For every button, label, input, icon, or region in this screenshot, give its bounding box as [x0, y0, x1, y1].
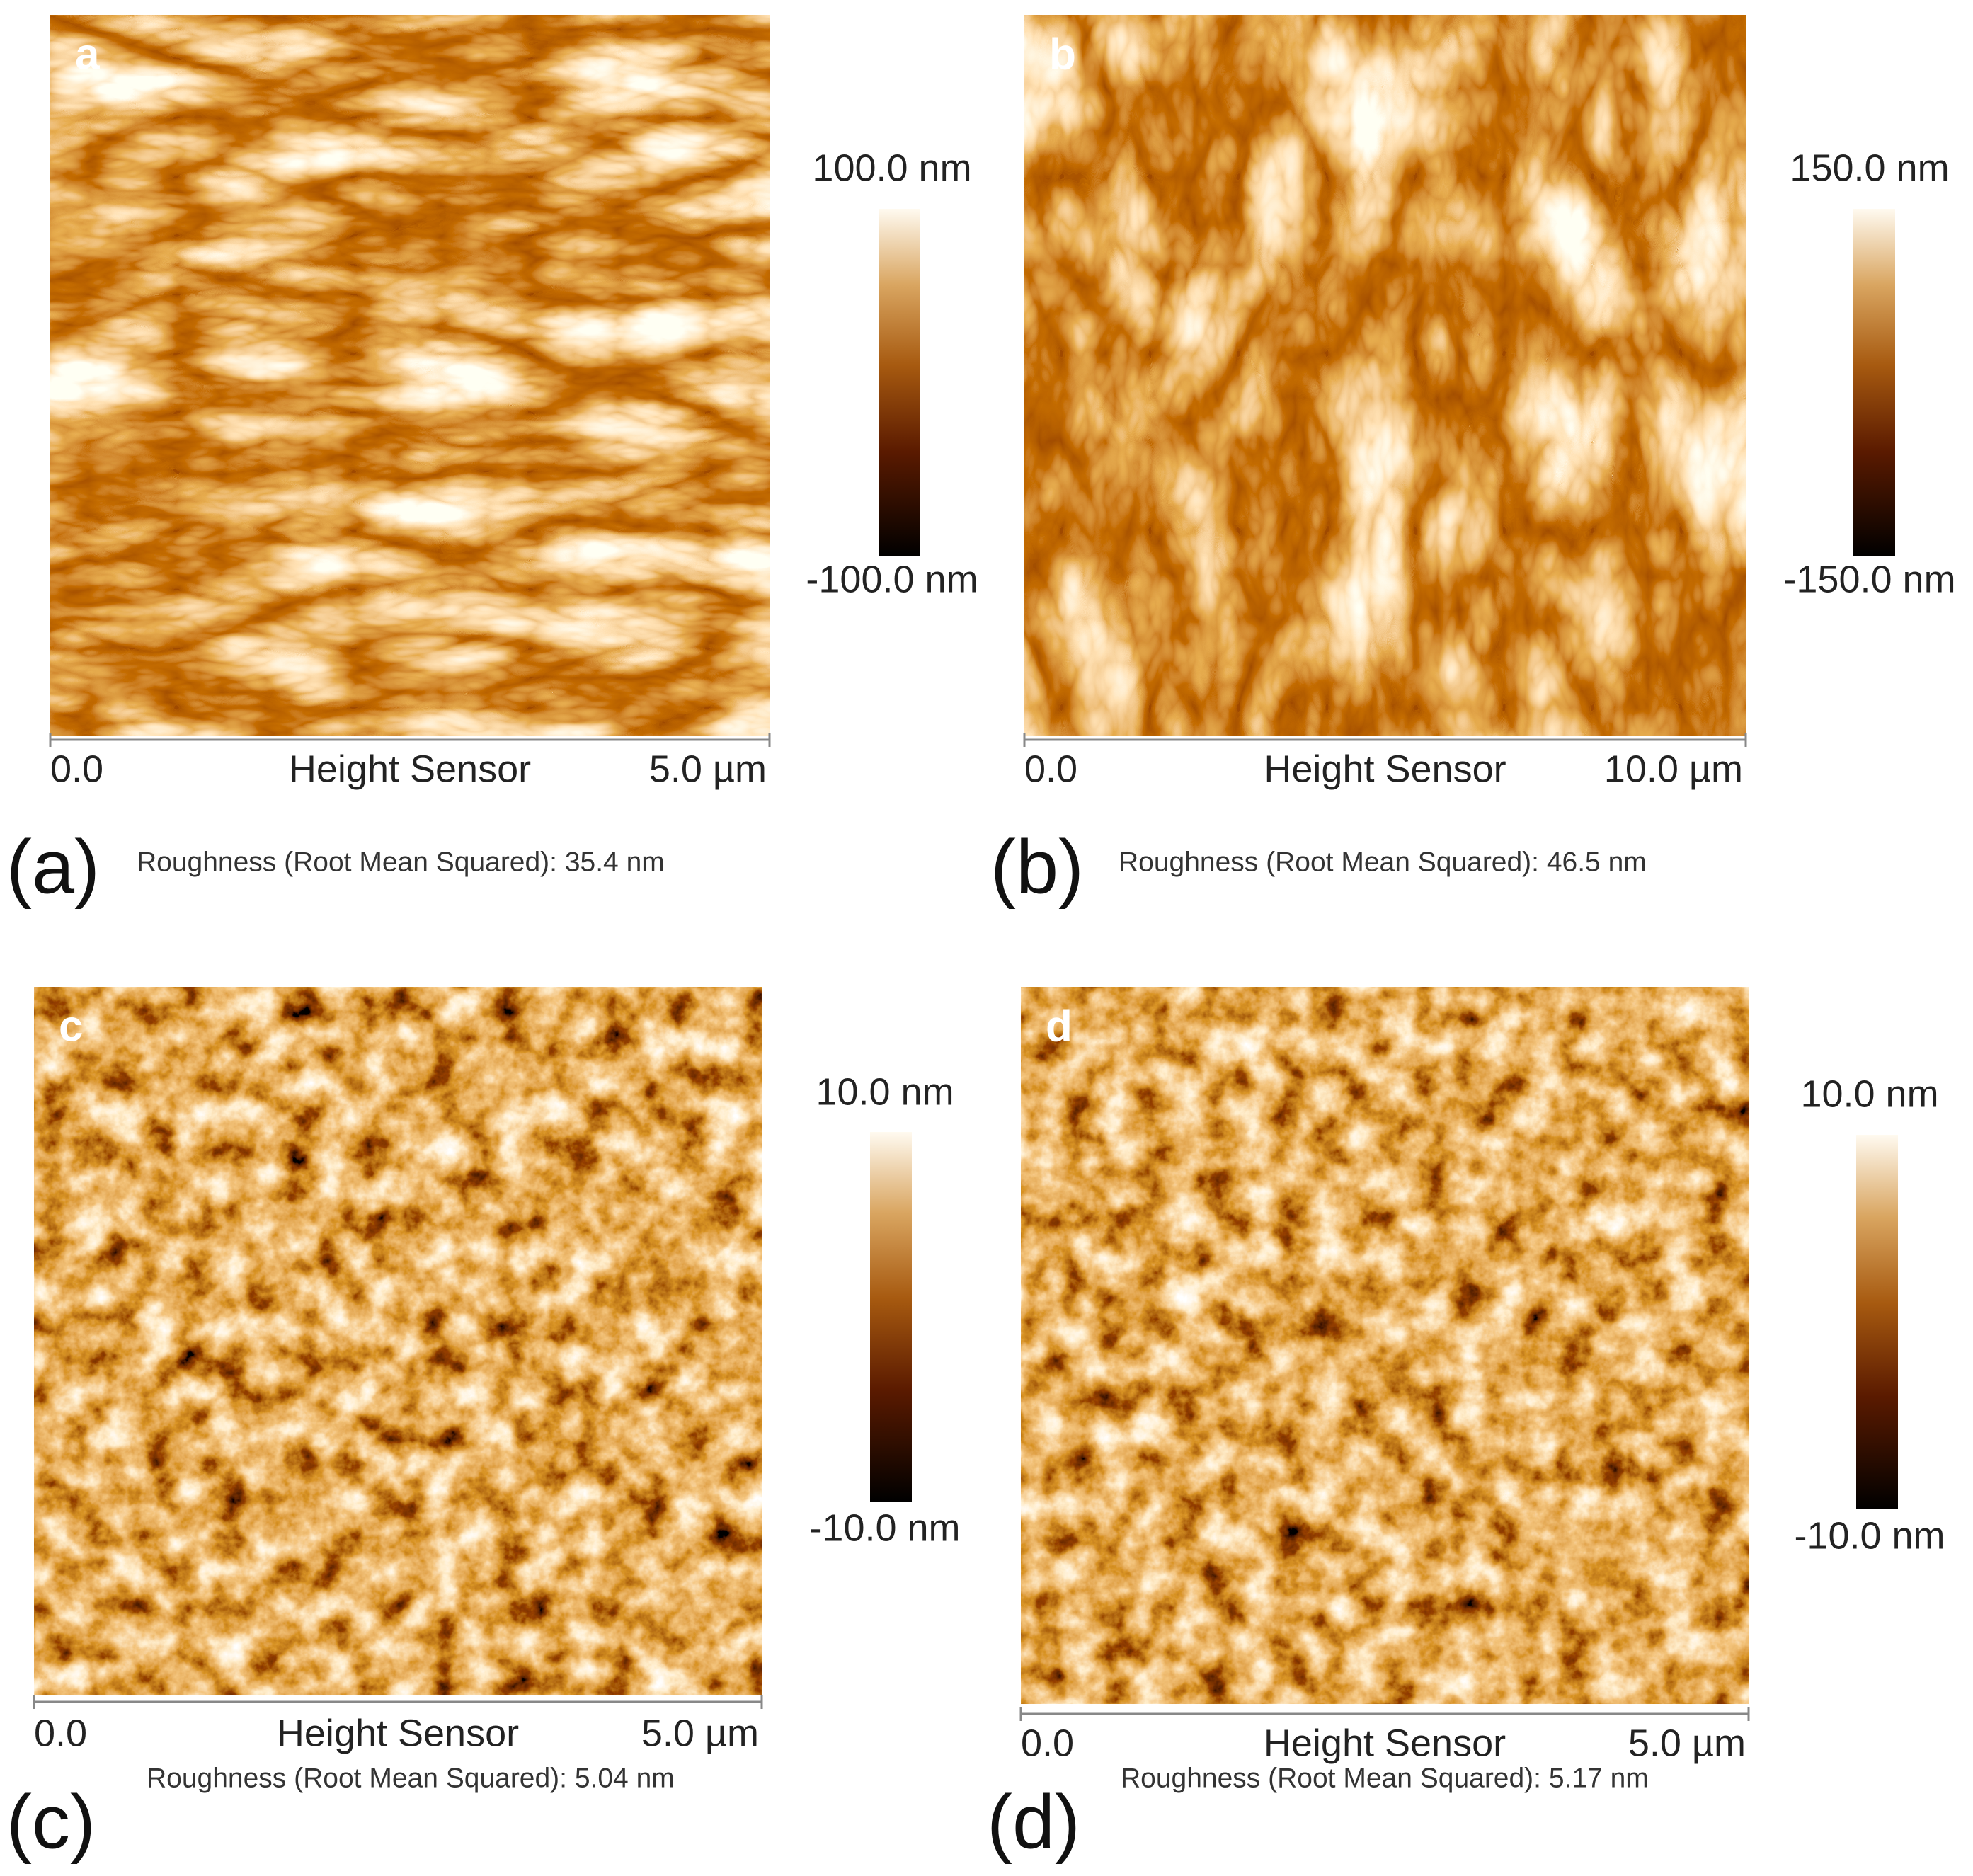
panel-caption: (b) — [990, 824, 1084, 910]
afm-image — [1021, 987, 1749, 1704]
panel-caption: (d) — [987, 1779, 1080, 1865]
scale-min: -10.0 nm — [809, 1506, 960, 1549]
roughness: Roughness (Root Mean Squared): 5.17 nm — [1121, 1763, 1649, 1793]
color-bar — [1856, 1135, 1898, 1509]
scale-max: 150.0 nm — [1790, 147, 1949, 189]
x-end: 5.0 µm — [1628, 1722, 1746, 1764]
scale-min: -150.0 nm — [1783, 558, 1955, 600]
x-label: Height Sensor — [1264, 1722, 1506, 1764]
x-start: 0.0 — [34, 1712, 87, 1754]
x-label: Height Sensor — [277, 1712, 519, 1754]
roughness: Roughness (Root Mean Squared): 46.5 nm — [1119, 847, 1647, 877]
x-label: Height Sensor — [1264, 748, 1506, 790]
afm-image — [1024, 15, 1746, 736]
x-start: 0.0 — [1021, 1722, 1074, 1764]
afm-image — [34, 987, 762, 1695]
roughness: Roughness (Root Mean Squared): 35.4 nm — [137, 847, 665, 877]
x-label: Height Sensor — [289, 748, 531, 790]
panel-letter: a — [75, 30, 100, 79]
scale-min: -100.0 nm — [806, 558, 978, 600]
color-bar — [879, 209, 920, 556]
color-bar — [1853, 209, 1895, 556]
x-start: 0.0 — [1024, 748, 1077, 790]
x-start: 0.0 — [50, 748, 103, 790]
panel-letter: b — [1049, 30, 1076, 79]
scale-max: 100.0 nm — [812, 147, 971, 189]
x-end: 10.0 µm — [1604, 748, 1743, 790]
color-bar — [870, 1132, 912, 1502]
panel-letter: d — [1046, 1002, 1073, 1051]
scale-min: -10.0 nm — [1794, 1514, 1945, 1557]
roughness: Roughness (Root Mean Squared): 5.04 nm — [147, 1763, 675, 1793]
panel-caption: (a) — [6, 824, 100, 910]
scale-max: 10.0 nm — [1800, 1073, 1938, 1115]
x-end: 5.0 µm — [641, 1712, 759, 1754]
scale-max: 10.0 nm — [816, 1070, 954, 1113]
panel-letter: c — [59, 1002, 83, 1051]
afm-image — [50, 15, 770, 736]
panel-caption: (c) — [6, 1779, 96, 1865]
x-end: 5.0 µm — [649, 748, 767, 790]
